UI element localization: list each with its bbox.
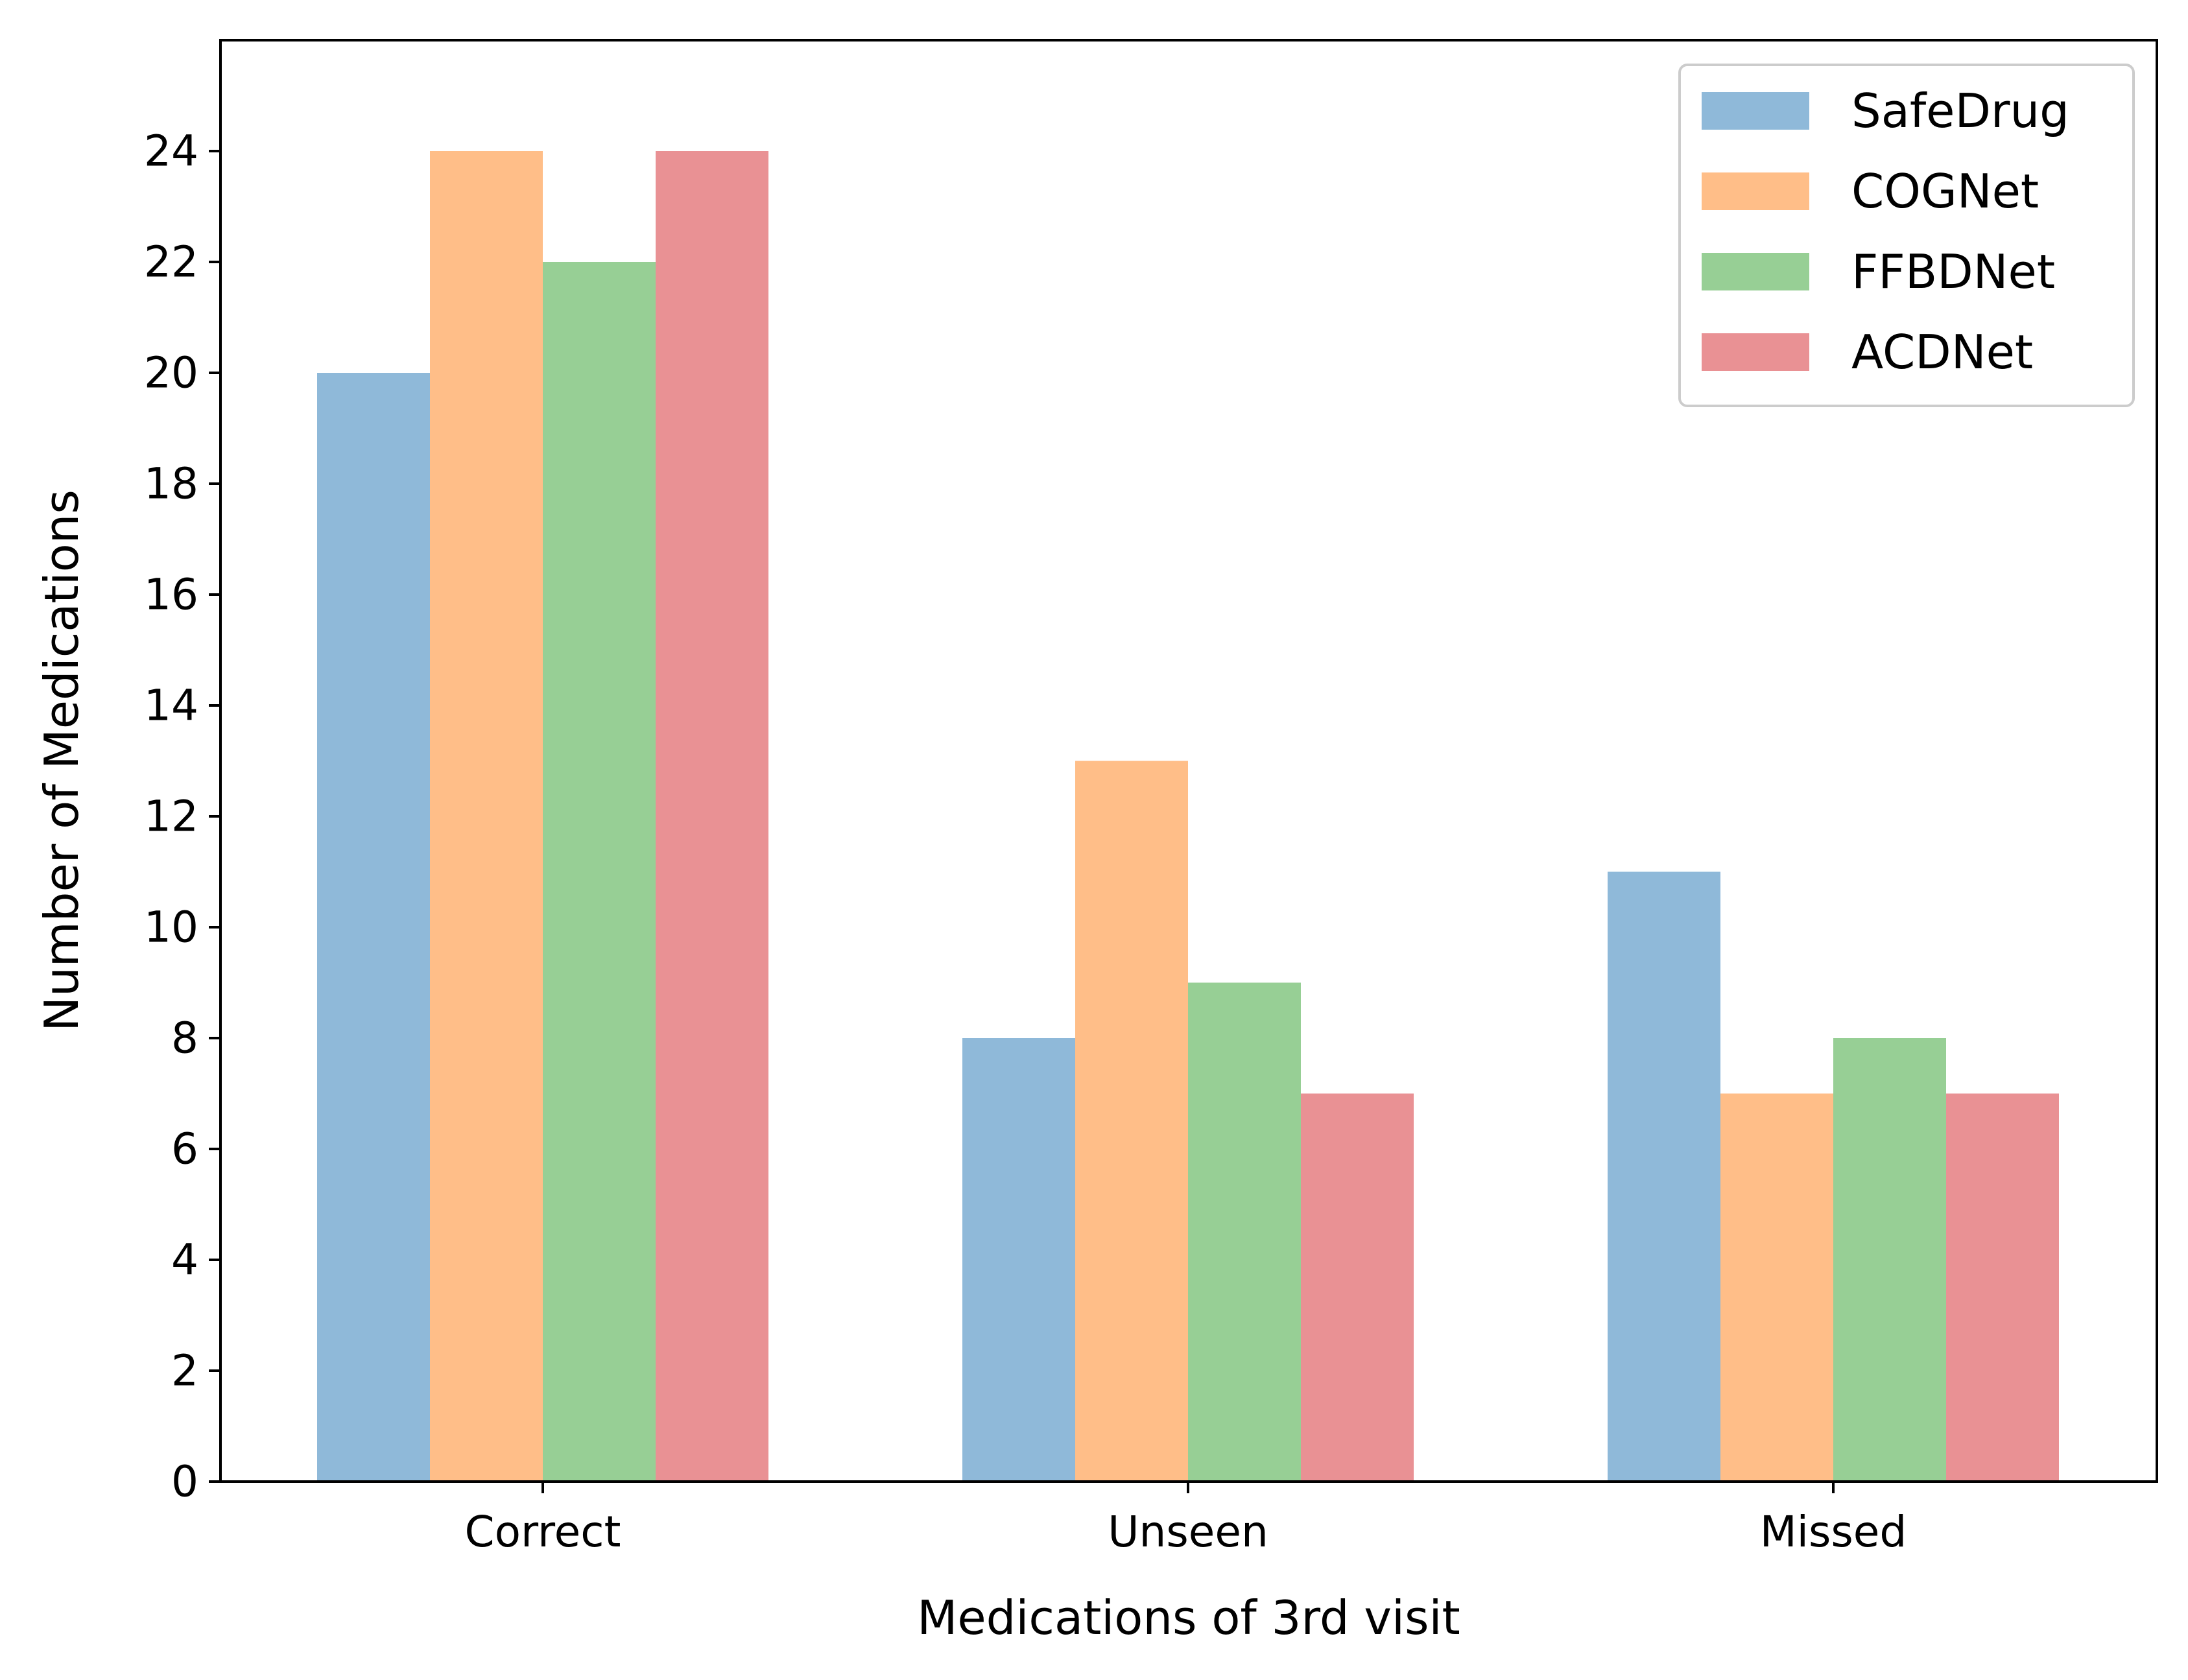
bar-acdnet-unseen — [1301, 1093, 1414, 1482]
bar-safedrug-missed — [1608, 871, 1720, 1482]
legend-swatch-acdnet — [1702, 333, 1809, 371]
legend: SafeDrug COGNet FFBDNet ACDNet — [1678, 64, 2135, 407]
legend-swatch-safedrug — [1702, 92, 1809, 130]
bar-ffbdnet-missed — [1833, 1038, 1946, 1482]
legend-swatch-ffbdnet — [1702, 253, 1809, 290]
legend-label-acdnet: ACDNet — [1851, 325, 2033, 379]
y-axis-label: Number of Medications — [34, 490, 89, 1032]
y-tick-label: 2 — [171, 1346, 198, 1396]
bar-acdnet-correct — [656, 151, 768, 1482]
plot-frame — [219, 39, 2158, 1483]
y-tick-label: 20 — [144, 348, 198, 398]
y-tick-label: 10 — [144, 903, 198, 952]
bar-cognet-missed — [1720, 1093, 1833, 1482]
legend-label-safedrug: SafeDrug — [1851, 84, 2069, 138]
y-tick-label: 24 — [144, 126, 198, 176]
bars-group — [317, 151, 2059, 1482]
y-tick-label: 0 — [171, 1457, 198, 1507]
bar-cognet-unseen — [1075, 761, 1188, 1482]
y-tick-label: 16 — [144, 570, 198, 620]
y-tick-label: 6 — [171, 1124, 198, 1174]
bar-ffbdnet-unseen — [1188, 982, 1301, 1482]
y-tick-label: 14 — [144, 681, 198, 731]
y-tick-label: 4 — [171, 1235, 198, 1285]
bar-cognet-correct — [430, 151, 543, 1482]
x-tick-label-missed: Missed — [1760, 1507, 1907, 1557]
bar-ffbdnet-correct — [543, 262, 656, 1482]
bar-safedrug-unseen — [962, 1038, 1075, 1482]
x-axis: Correct Unseen Missed — [465, 1482, 1907, 1557]
legend-box — [1678, 64, 2135, 407]
y-tick-label: 18 — [144, 459, 198, 509]
legend-label-ffbdnet: FFBDNet — [1851, 244, 2055, 299]
x-axis-label: Medications of 3rd visit — [917, 1591, 1460, 1645]
x-tick-label-unseen: Unseen — [1108, 1507, 1268, 1557]
legend-label-cognet: COGNet — [1851, 164, 2039, 219]
bar-safedrug-correct — [317, 373, 430, 1482]
legend-swatch-cognet — [1702, 172, 1809, 210]
bar-acdnet-missed — [1946, 1093, 2059, 1482]
y-tick-label: 22 — [144, 237, 198, 287]
y-tick-label: 12 — [144, 792, 198, 842]
x-tick-label-correct: Correct — [465, 1507, 621, 1557]
y-tick-label: 8 — [171, 1013, 198, 1063]
